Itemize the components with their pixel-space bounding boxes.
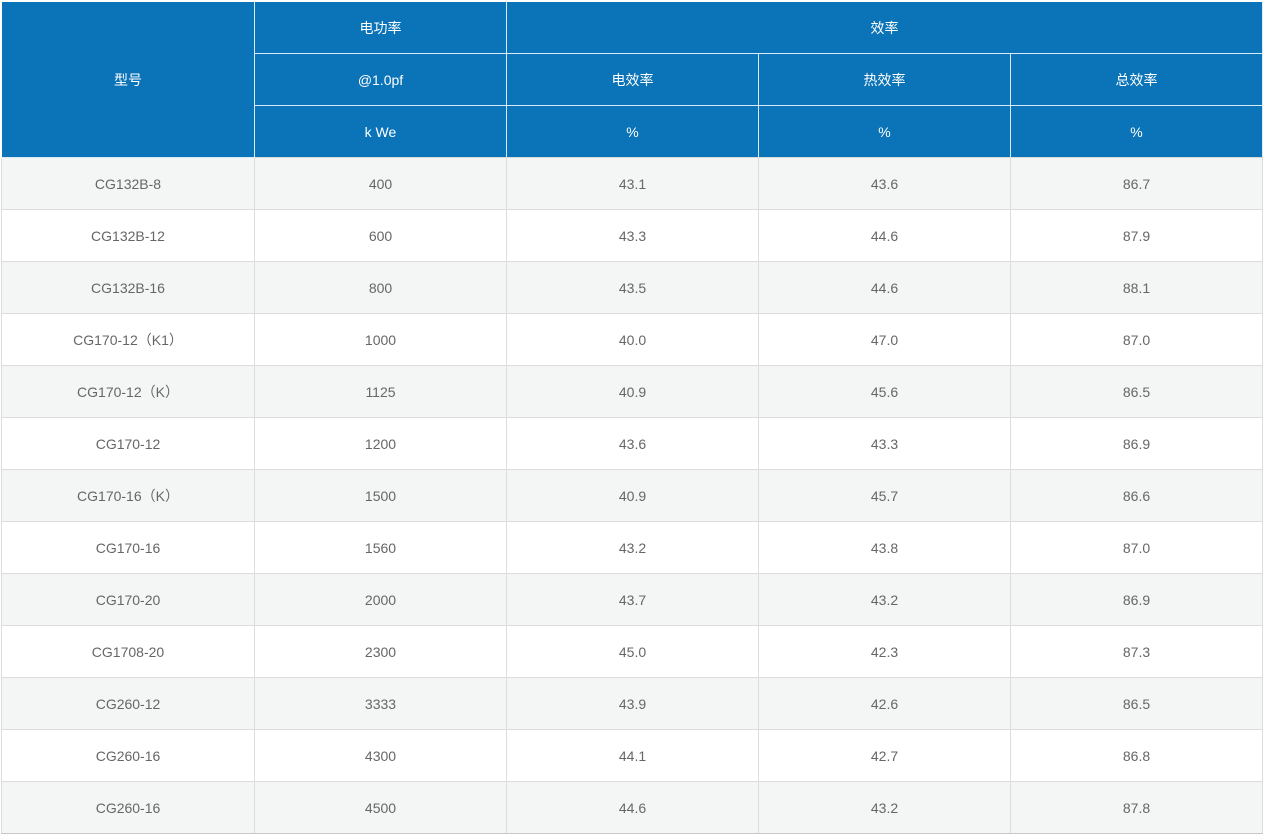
electrical-eff-cell: 44.1 xyxy=(506,729,759,782)
table-row: CG170-16（K） 1500 40.9 45.7 86.6 xyxy=(1,469,1264,522)
thermal-eff-cell: 44.6 xyxy=(758,209,1011,262)
model-cell: CG260-16 xyxy=(1,729,255,782)
model-cell: CG260-12 xyxy=(1,677,255,730)
header-row-units: k We % % % xyxy=(2,105,1264,158)
table-row: CG170-12 1200 43.6 43.3 86.9 xyxy=(1,417,1264,470)
electrical-eff-cell: 43.6 xyxy=(506,417,759,470)
thermal-eff-cell: 47.0 xyxy=(758,313,1011,366)
electrical-eff-cell: 43.7 xyxy=(506,573,759,626)
table-row: CG260-12 3333 43.9 42.6 86.5 xyxy=(1,677,1264,730)
total-eff-cell: 87.3 xyxy=(1009,625,1264,678)
total-eff-cell: 86.8 xyxy=(1009,729,1264,782)
thermal-eff-cell: 44.6 xyxy=(758,261,1011,314)
power-cell: 3333 xyxy=(254,677,507,730)
table-row: CG260-16 4500 44.6 43.2 87.8 xyxy=(1,781,1264,834)
power-cell: 4300 xyxy=(254,729,507,782)
thermal-eff-cell: 45.6 xyxy=(758,365,1011,418)
table-row: CG170-12（K1） 1000 40.0 47.0 87.0 xyxy=(1,313,1264,366)
total-eff-cell: 86.5 xyxy=(1009,365,1264,418)
power-cell: 1000 xyxy=(254,313,507,366)
thermal-eff-cell: 42.3 xyxy=(758,625,1011,678)
model-cell: CG132B-16 xyxy=(1,261,255,314)
model-cell: CG260-16 xyxy=(1,781,255,834)
electrical-eff-cell: 44.6 xyxy=(506,781,759,834)
header-row-group: 型号 电功率 效率 xyxy=(1,1,1264,158)
header-thermal-eff-unit: % xyxy=(758,105,1011,158)
model-cell: CG170-20 xyxy=(1,573,255,626)
thermal-eff-cell: 43.8 xyxy=(758,521,1011,574)
total-eff-cell: 86.5 xyxy=(1009,677,1264,730)
table-row: CG170-20 2000 43.7 43.2 86.9 xyxy=(1,573,1264,626)
header-power-unit: k We xyxy=(254,105,507,158)
header-efficiency-group: 效率 xyxy=(505,1,1264,54)
table-row: CG132B-16 800 43.5 44.6 88.1 xyxy=(1,261,1264,314)
model-cell: CG1708-20 xyxy=(1,625,255,678)
thermal-eff-cell: 42.7 xyxy=(758,729,1011,782)
header-thermal-eff: 热效率 xyxy=(758,53,1011,106)
power-cell: 1560 xyxy=(254,521,507,574)
total-eff-cell: 87.9 xyxy=(1009,209,1264,262)
thermal-eff-cell: 45.7 xyxy=(758,469,1011,522)
table-row: CG170-12（K） 1125 40.9 45.6 86.5 xyxy=(1,365,1264,418)
total-eff-cell: 87.0 xyxy=(1009,521,1264,574)
total-eff-cell: 88.1 xyxy=(1009,261,1264,314)
power-cell: 600 xyxy=(254,209,507,262)
power-cell: 1200 xyxy=(254,417,507,470)
total-eff-cell: 86.6 xyxy=(1009,469,1264,522)
power-cell: 800 xyxy=(254,261,507,314)
model-cell: CG132B-12 xyxy=(1,209,255,262)
electrical-eff-cell: 40.9 xyxy=(506,365,759,418)
electrical-eff-cell: 40.0 xyxy=(506,313,759,366)
electrical-eff-cell: 45.0 xyxy=(506,625,759,678)
header-row-sub: @1.0pf 电效率 热效率 总效率 xyxy=(2,53,1264,106)
electrical-eff-cell: 43.2 xyxy=(506,521,759,574)
electrical-eff-cell: 43.1 xyxy=(506,157,759,210)
header-power-group: 电功率 xyxy=(254,1,507,54)
header-model: 型号 xyxy=(1,1,255,158)
table-row: CG260-16 4300 44.1 42.7 86.8 xyxy=(1,729,1264,782)
header-total-eff-unit: % xyxy=(1009,105,1264,158)
electrical-eff-cell: 43.3 xyxy=(506,209,759,262)
header-electrical-eff: 电效率 xyxy=(506,53,759,106)
power-cell: 1125 xyxy=(254,365,507,418)
power-cell: 2000 xyxy=(254,573,507,626)
total-eff-cell: 87.0 xyxy=(1009,313,1264,366)
model-cell: CG170-12（K） xyxy=(1,365,255,418)
total-eff-cell: 86.9 xyxy=(1009,417,1264,470)
thermal-eff-cell: 43.3 xyxy=(758,417,1011,470)
table-row: CG170-16 1560 43.2 43.8 87.0 xyxy=(1,521,1264,574)
electrical-eff-cell: 43.9 xyxy=(506,677,759,730)
table-row: CG132B-8 400 43.1 43.6 86.7 xyxy=(1,157,1264,210)
thermal-eff-cell: 42.6 xyxy=(758,677,1011,730)
header-electrical-eff-unit: % xyxy=(506,105,759,158)
power-cell: 2300 xyxy=(254,625,507,678)
model-cell: CG170-16 xyxy=(1,521,255,574)
header-power-condition: @1.0pf xyxy=(254,53,507,106)
table-body: CG132B-8 400 43.1 43.6 86.7 CG132B-12 60… xyxy=(1,157,1264,834)
thermal-eff-cell: 43.6 xyxy=(758,157,1011,210)
thermal-eff-cell: 43.2 xyxy=(758,573,1011,626)
model-cell: CG170-12（K1） xyxy=(1,313,255,366)
model-cell: CG170-12 xyxy=(1,417,255,470)
header-total-eff: 总效率 xyxy=(1009,53,1264,106)
total-eff-cell: 86.9 xyxy=(1009,573,1264,626)
electrical-eff-cell: 43.5 xyxy=(506,261,759,314)
thermal-eff-cell: 43.2 xyxy=(758,781,1011,834)
electrical-eff-cell: 40.9 xyxy=(506,469,759,522)
power-cell: 1500 xyxy=(254,469,507,522)
model-cell: CG170-16（K） xyxy=(1,469,255,522)
table-row: CG132B-12 600 43.3 44.6 87.9 xyxy=(1,209,1264,262)
total-eff-cell: 86.7 xyxy=(1009,157,1264,210)
table-header: 型号 电功率 效率 @1.0pf 电效率 热效率 总效率 k We % % % xyxy=(1,1,1264,158)
power-cell: 400 xyxy=(254,157,507,210)
power-cell: 4500 xyxy=(254,781,507,834)
total-eff-cell: 87.8 xyxy=(1009,781,1264,834)
table-row: CG1708-20 2300 45.0 42.3 87.3 xyxy=(1,625,1264,678)
model-cell: CG132B-8 xyxy=(1,157,255,210)
